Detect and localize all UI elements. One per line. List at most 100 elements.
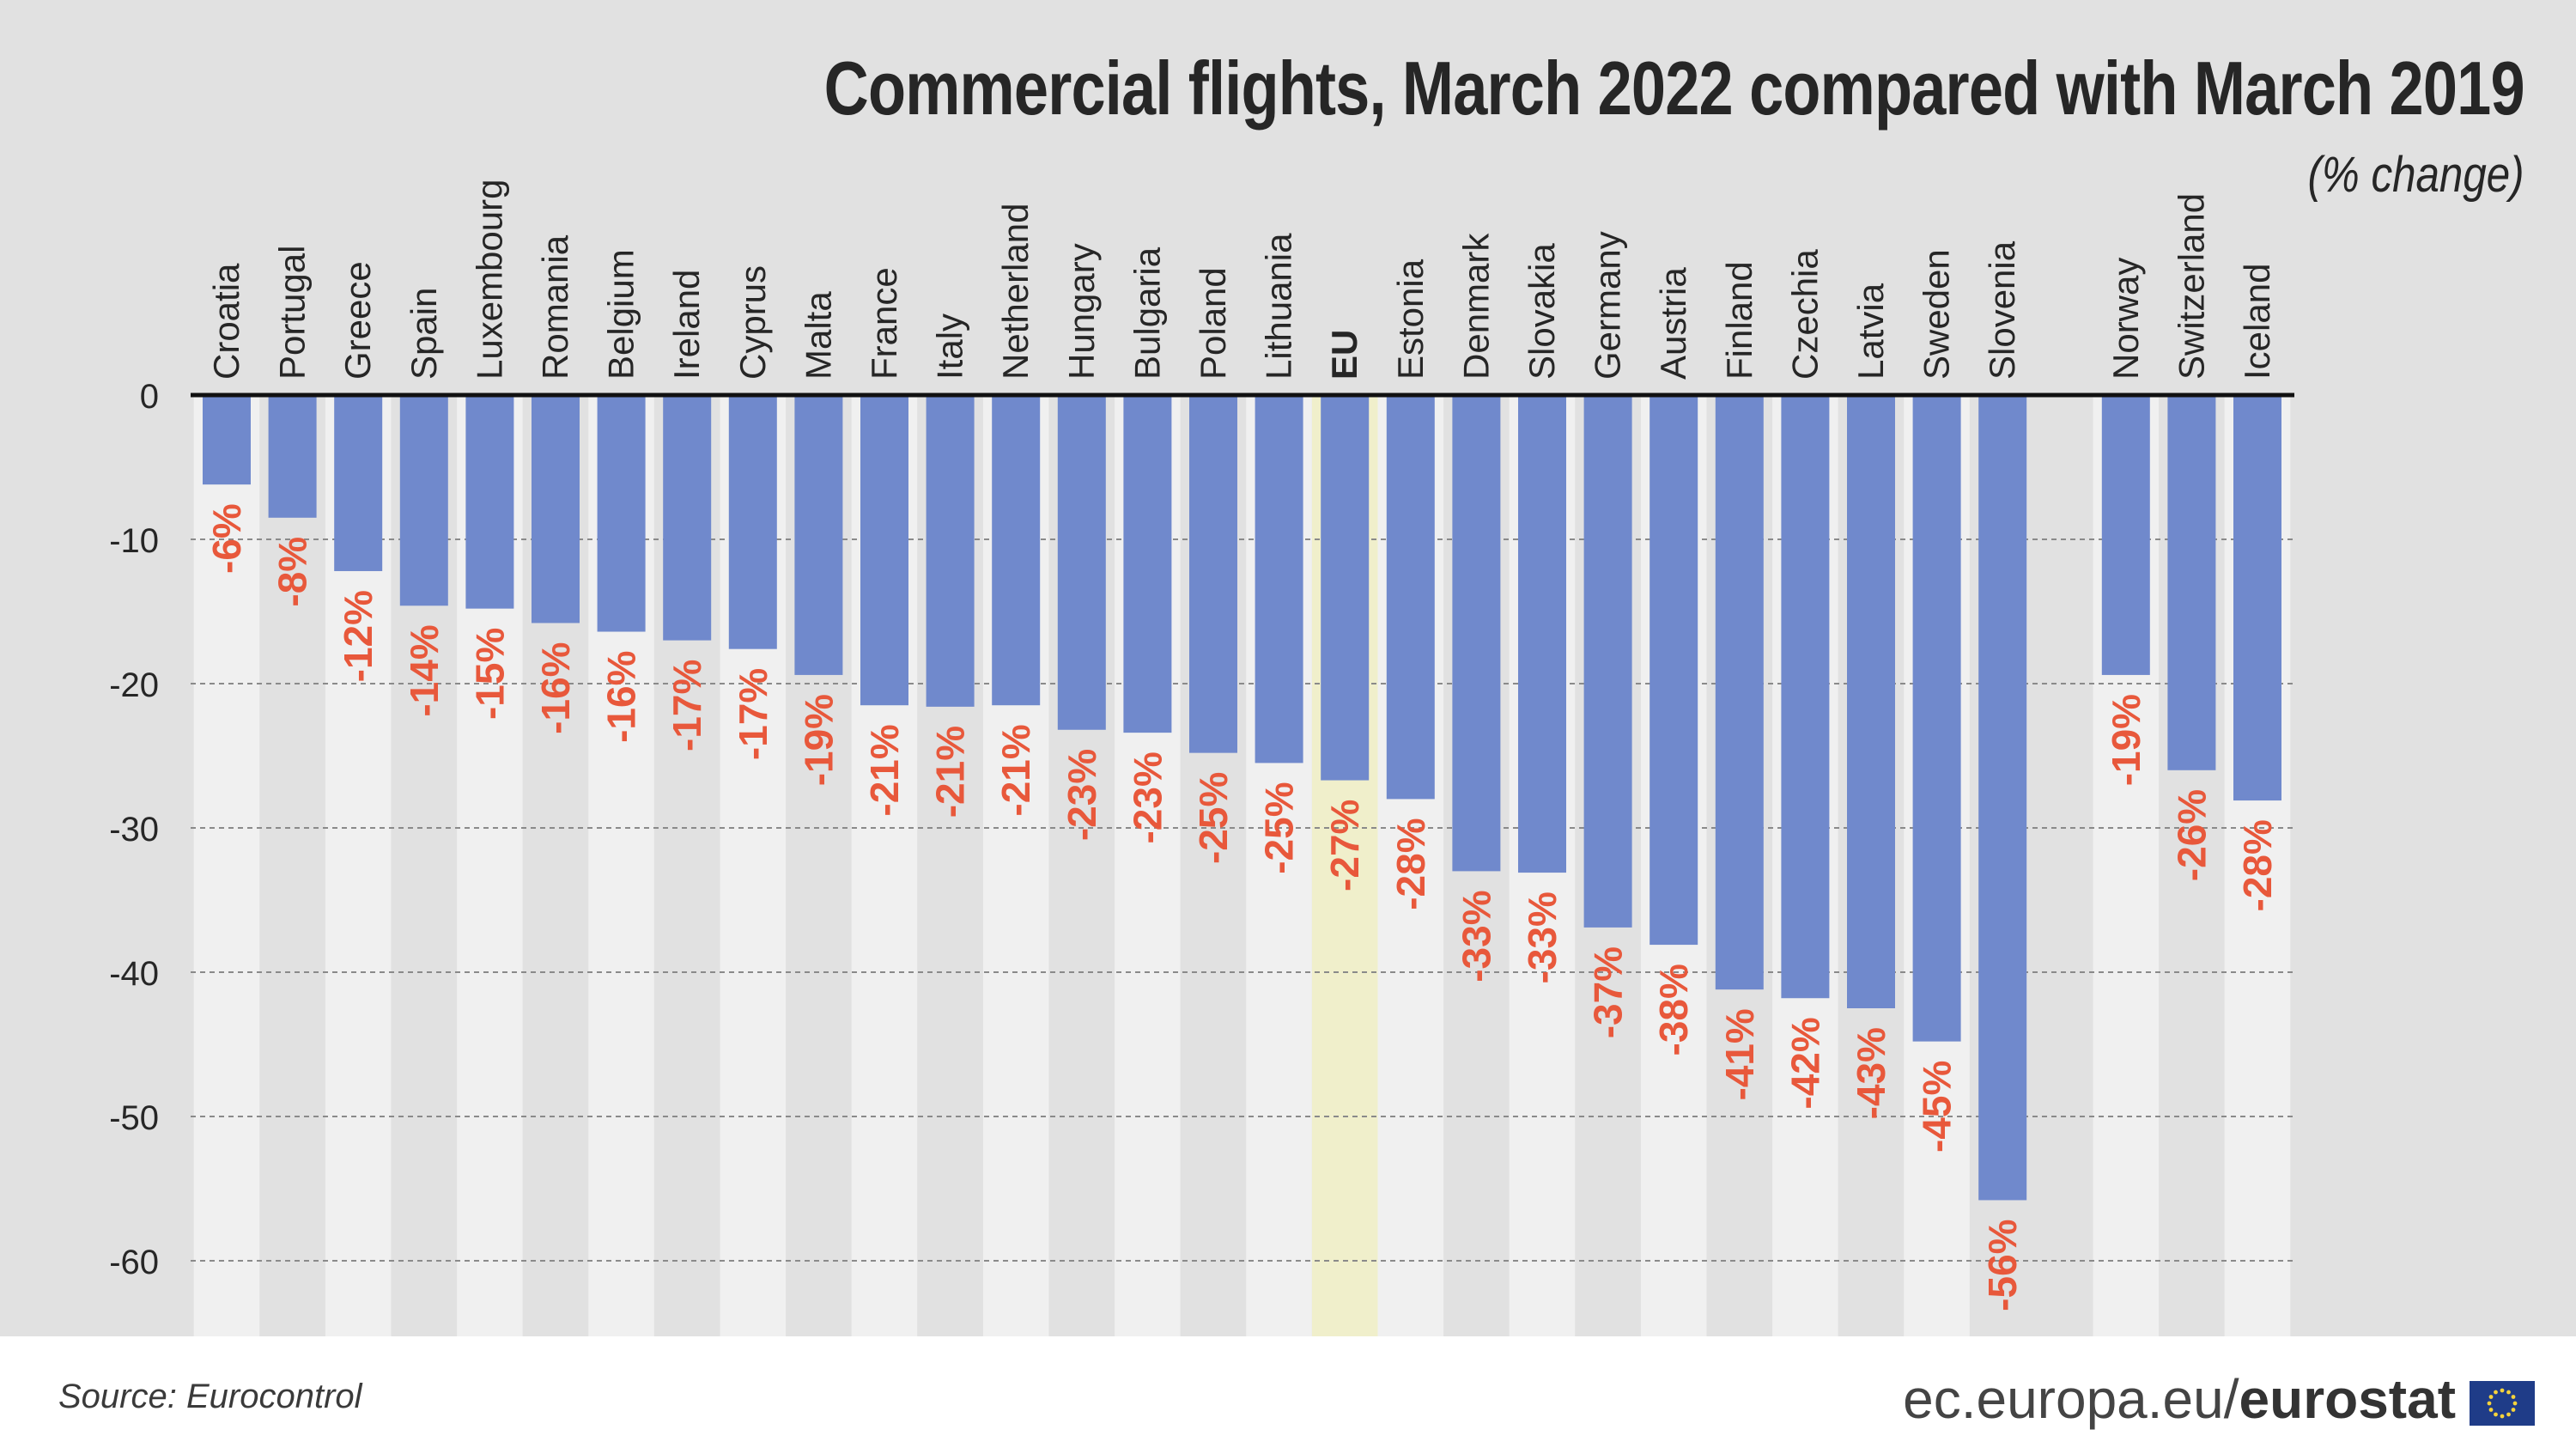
value-label: -23%: [1125, 751, 1170, 843]
bar-slovenia: [1978, 395, 2027, 1201]
category-label: Austria: [1653, 267, 1693, 380]
category-label: Germany: [1588, 231, 1628, 380]
flag-star: [2494, 1412, 2498, 1417]
flag-star: [2506, 1390, 2511, 1395]
value-label: -21%: [993, 724, 1038, 816]
category-label: Latvia: [1850, 283, 1891, 380]
flag-star: [2512, 1401, 2518, 1406]
y-tick-label: -50: [109, 1099, 159, 1137]
category-label: Poland: [1193, 267, 1233, 380]
bar-spain: [399, 395, 448, 606]
bar-malta: [794, 395, 843, 675]
value-label: -17%: [731, 668, 775, 760]
eurostat-brand[interactable]: ec.europa.eu/eurostat: [1903, 1367, 2456, 1431]
flag-star: [2488, 1395, 2494, 1399]
y-tick-label: -40: [109, 955, 159, 993]
value-label: -45%: [1915, 1061, 1959, 1153]
category-label: Switzerland: [2171, 193, 2211, 380]
flag-star: [2511, 1408, 2516, 1412]
y-tick-label: -60: [109, 1244, 159, 1281]
value-label: -14%: [402, 624, 447, 716]
bar-norway: [2101, 395, 2150, 675]
value-label: -27%: [1322, 800, 1367, 891]
eu-flag-icon: [2470, 1381, 2535, 1426]
footer: Source: Eurocontrol ec.europa.eu/eurosta…: [0, 1336, 2576, 1454]
category-label: Luxembourg: [469, 179, 509, 380]
y-tick-label: -10: [109, 522, 159, 560]
bar-portugal: [268, 395, 317, 518]
category-label: Ireland: [666, 270, 707, 380]
bar-lithuania: [1255, 395, 1303, 764]
y-tick-label: -30: [109, 811, 159, 849]
value-label: -56%: [1980, 1219, 2025, 1311]
value-label: -28%: [2235, 819, 2280, 911]
value-label: -17%: [665, 660, 709, 751]
bar-switzerland: [2167, 395, 2216, 770]
flag-star: [2500, 1388, 2505, 1393]
brand-name: eurostat: [2239, 1368, 2457, 1430]
value-label: -15%: [467, 628, 512, 720]
flag-star: [2511, 1395, 2516, 1399]
category-label: Portugal: [272, 246, 313, 380]
category-label: Cyprus: [732, 265, 773, 380]
flag-star: [2494, 1390, 2498, 1395]
bar-sweden: [1912, 395, 1961, 1042]
bar-greece: [334, 395, 383, 571]
bar-germany: [1583, 395, 1632, 928]
bar-iceland: [2233, 395, 2281, 801]
value-label: -16%: [533, 642, 578, 733]
bar-poland: [1189, 395, 1237, 753]
value-label: -21%: [928, 726, 973, 818]
flag-star: [2488, 1408, 2494, 1412]
value-label: -28%: [1388, 818, 1433, 910]
chart-title: Commercial flights, March 2022 compared …: [823, 46, 2525, 131]
value-label: -23%: [1060, 749, 1104, 841]
category-label: Lithuania: [1259, 233, 1299, 380]
category-label: Spain: [404, 288, 444, 380]
bar-chart: 0 -10 -20 -30 -40 -50 -60 Croatia Portugal Greece…: [109, 179, 2294, 1336]
bar-estonia: [1386, 395, 1435, 800]
value-label: -8%: [270, 537, 315, 607]
category-label: Bulgaria: [1127, 246, 1167, 380]
column-stripe: [193, 395, 260, 1336]
category-label: Hungary: [1061, 243, 1102, 380]
flag-star: [2487, 1401, 2492, 1406]
category-label: Finland: [1719, 261, 1759, 380]
value-label: -19%: [796, 694, 841, 786]
category-label: Romania: [535, 234, 575, 380]
bar-ireland: [663, 395, 712, 641]
category-label: Slovakia: [1522, 243, 1562, 380]
bar-latvia: [1847, 395, 1895, 1008]
bar-slovakia: [1518, 395, 1566, 873]
value-label: -37%: [1586, 946, 1631, 1038]
value-label: -25%: [1191, 772, 1236, 864]
value-label: -16%: [599, 651, 644, 743]
category-label: Croatia: [206, 263, 246, 380]
bar-romania: [532, 395, 580, 624]
category-label: Denmark: [1455, 233, 1496, 380]
source-note: Source: Eurocontrol: [58, 1378, 362, 1415]
value-label: -42%: [1783, 1017, 1827, 1109]
value-label: -26%: [2169, 789, 2214, 881]
flag-star: [2500, 1414, 2505, 1419]
bar-austria: [1649, 395, 1698, 946]
category-label: Slovenia: [1982, 240, 2022, 380]
brand-domain: ec.europa.eu/: [1903, 1368, 2239, 1430]
value-label: -6%: [204, 503, 249, 574]
category-label: France: [864, 267, 904, 380]
bar-croatia: [203, 395, 251, 485]
category-label: Norway: [2105, 258, 2146, 380]
bar-bulgaria: [1123, 395, 1172, 733]
flag-star: [2506, 1412, 2511, 1417]
y-tick-label: -20: [109, 666, 159, 704]
value-label: -41%: [1717, 1008, 1762, 1100]
bar-czechia: [1781, 395, 1830, 999]
value-label: -21%: [862, 724, 907, 816]
bar-luxembourg: [465, 395, 514, 609]
bar-france: [860, 395, 908, 706]
value-label: -33%: [1454, 890, 1498, 982]
column-stripe: [259, 395, 325, 1336]
bar-finland: [1715, 395, 1764, 990]
value-label: -43%: [1849, 1027, 1893, 1119]
